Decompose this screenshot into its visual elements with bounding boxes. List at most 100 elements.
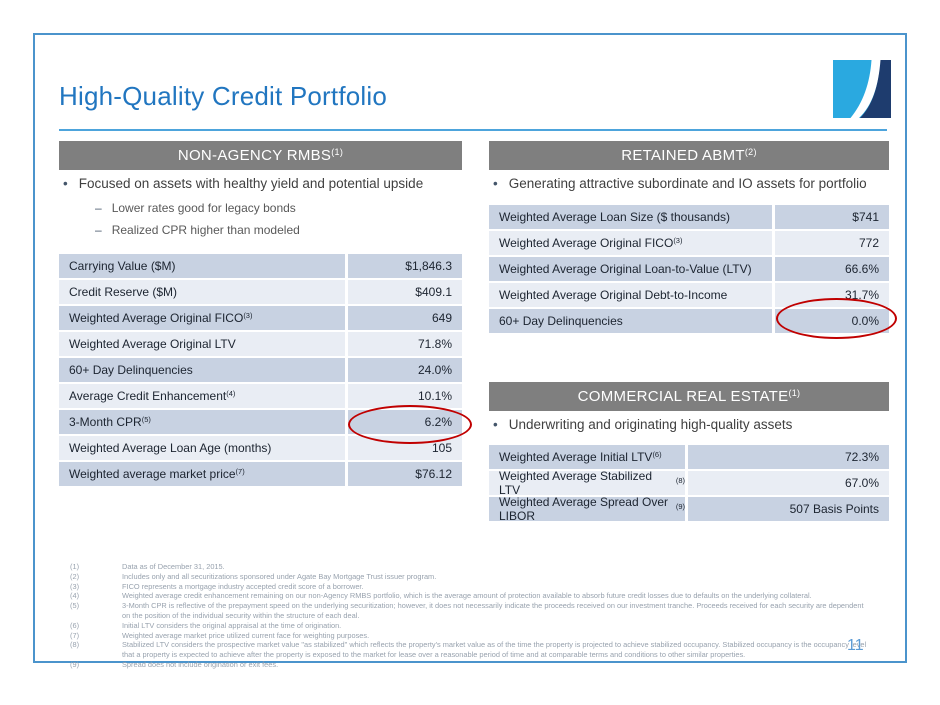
row-label: Weighted Average Original LTV <box>59 332 345 356</box>
row-label: Weighted Average Original Debt-to-Income <box>489 283 772 307</box>
table-row: Weighted Average Stabilized LTV (8) 67.0% <box>489 469 889 497</box>
row-value: 71.8% <box>348 332 462 356</box>
section-header-label: COMMERCIAL REAL ESTATE <box>577 388 789 405</box>
table-row: Weighted Average Loan Size ($ thousands)… <box>489 205 889 229</box>
section-header-commercial-real-estate: COMMERCIAL REAL ESTATE (1) <box>489 382 889 411</box>
footnote-text: Includes only and all securitizations sp… <box>122 571 437 581</box>
page-title: High-Quality Credit Portfolio <box>59 81 388 111</box>
footnote-number: (5) <box>70 601 80 611</box>
row-label: Weighted Average Stabilized LTV (8) <box>489 469 685 497</box>
metrics-table-commercial-real-estate: Weighted Average Initial LTV (6) 72.3% Wei… <box>489 445 889 523</box>
row-value: 105 <box>348 436 462 460</box>
row-label: Weighted Average Original Loan-to-Value … <box>489 257 772 281</box>
table-row: Weighted Average Original FICO (3) 649 <box>59 306 462 330</box>
row-value: 72.3% <box>688 445 889 469</box>
row-value: $1,846.3 <box>348 254 462 278</box>
row-value: 772 <box>775 231 889 255</box>
section-header-label: NON-AGENCY RMBS <box>177 147 332 164</box>
footnote-text: 3-Month CPR is reflective of the prepaym… <box>122 601 864 620</box>
footnote-number: (8) <box>70 640 80 650</box>
footnote-number: (2) <box>70 571 80 581</box>
row-label: Weighted Average Spread Over LIBOR (9) <box>489 495 685 523</box>
table-row: Carrying Value ($M) $1,846.3 <box>59 254 462 278</box>
bullet-non-agency: Focused on assets with healthy yield and… <box>63 176 423 191</box>
row-value: $409.1 <box>348 280 462 304</box>
metrics-table-retained-abmt: Weighted Average Loan Size ($ thousands)… <box>489 205 889 333</box>
footnote-text: Weighted average credit enhancement rema… <box>122 591 812 601</box>
table-row: 60+ Day Delinquencies 0.0% <box>489 309 889 333</box>
section-header-footnote-ref: (1) <box>788 387 801 398</box>
row-label: 60+ Day Delinquencies <box>59 358 345 382</box>
footnote-text: FICO represents a mortgage industry acce… <box>122 581 364 591</box>
footnote-number: (6) <box>70 620 80 630</box>
table-row: Weighted Average Original LTV 71.8% <box>59 332 462 356</box>
table-row: Credit Reserve ($M) $409.1 <box>59 280 462 304</box>
footnote-number: (9) <box>70 659 80 669</box>
row-value: 6.2% <box>348 410 462 434</box>
slide-frame: High-Quality Credit Portfolio NON-AGENCY… <box>33 33 907 669</box>
page-number: 11 <box>847 637 864 654</box>
footnote-item: (9) Spread does not include origination o… <box>70 660 870 670</box>
footnote-text: Stabilized LTV considers the prospective… <box>122 640 867 660</box>
row-value: 24.0% <box>348 358 462 382</box>
footnote-item: (1) Data as of December 31, 2015. <box>70 562 870 572</box>
row-label: Weighted Average Original FICO (3) <box>489 231 772 255</box>
row-value: 0.0% <box>775 309 889 333</box>
footnote-item: (4) Weighted average credit enhancement r… <box>70 591 870 601</box>
section-header-non-agency-rmbs: NON-AGENCY RMBS (1) <box>59 141 462 170</box>
footnote-item: (8) Stabilized LTV considers the prospect… <box>70 640 870 660</box>
table-row: Weighted Average Original FICO (3) 772 <box>489 231 889 255</box>
bullet-commercial-real-estate: Underwriting and originating high-qualit… <box>493 417 793 432</box>
table-row: Weighted Average Original Debt-to-Income… <box>489 283 889 307</box>
section-header-retained-abmt: RETAINED ABMT (2) <box>489 141 889 170</box>
table-row: 3-Month CPR (5) 6.2% <box>59 410 462 434</box>
row-value: 507 Basis Points <box>688 497 889 521</box>
row-label: Carrying Value ($M) <box>59 254 345 278</box>
row-label: Credit Reserve ($M) <box>59 280 345 304</box>
row-value: 10.1% <box>348 384 462 408</box>
sub-bullet-legacy-bonds: Lower rates good for legacy bonds <box>95 201 296 215</box>
footnote-text: Initial LTV considers the original appra… <box>122 620 342 630</box>
table-row: Average Credit Enhancement (4) 10.1% <box>59 384 462 408</box>
title-divider <box>59 129 887 131</box>
row-value: $741 <box>775 205 889 229</box>
row-label: 3-Month CPR (5) <box>59 410 345 434</box>
footnote-item: (5) 3-Month CPR is reflective of the prep… <box>70 601 870 621</box>
footnote-text: Spread does not include origination or e… <box>122 659 279 669</box>
footnote-item: (3) FICO represents a mortgage industry a… <box>70 582 870 592</box>
table-row: Weighted Average Original Loan-to-Value … <box>489 257 889 281</box>
metrics-table-non-agency: Carrying Value ($M) $1,846.3 Credit Reser… <box>59 254 462 486</box>
footnote-text: Data as of December 31, 2015. <box>122 562 225 571</box>
sub-bullet-realized-cpr: Realized CPR higher than modeled <box>95 223 300 237</box>
table-row: Weighted Average Spread Over LIBOR (9) 507… <box>489 495 889 523</box>
row-value: $76.12 <box>348 462 462 486</box>
table-row: Weighted Average Initial LTV (6) 72.3% <box>489 445 889 469</box>
footnote-item: (2) Includes only and all securitizations… <box>70 572 870 582</box>
footnote-item: (7) Weighted average market price utilize… <box>70 631 870 641</box>
row-label: 60+ Day Delinquencies <box>489 309 772 333</box>
row-label: Weighted Average Loan Age (months) <box>59 436 345 460</box>
table-row: Weighted Average Loan Age (months) 105 <box>59 436 462 460</box>
row-label: Weighted Average Loan Size ($ thousands) <box>489 205 772 229</box>
footnote-number: (4) <box>70 591 80 601</box>
row-label: Weighted Average Initial LTV (6) <box>489 445 685 469</box>
row-value: 67.0% <box>688 471 889 495</box>
row-label: Weighted average market price (7) <box>59 462 345 486</box>
footnote-number: (7) <box>70 630 80 640</box>
row-value: 66.6% <box>775 257 889 281</box>
section-header-footnote-ref: (2) <box>744 146 757 157</box>
table-row: 60+ Day Delinquencies 24.0% <box>59 358 462 382</box>
footnote-item: (6) Initial LTV considers the original ap… <box>70 621 870 631</box>
footnote-text: Weighted average market price utilized c… <box>122 630 370 640</box>
row-value: 649 <box>348 306 462 330</box>
row-value: 31.7% <box>775 283 889 307</box>
footnotes-list: (1) Data as of December 31, 2015. (2) Incl… <box>70 562 870 670</box>
footnote-number: (1) <box>70 562 80 571</box>
bullet-retained-abmt: Generating attractive subordinate and IO… <box>493 176 867 191</box>
section-header-label: RETAINED ABMT <box>621 147 745 164</box>
table-row: Weighted average market price (7) $76.12 <box>59 462 462 486</box>
footnote-number: (3) <box>70 581 80 591</box>
row-label: Average Credit Enhancement (4) <box>59 384 345 408</box>
row-label: Weighted Average Original FICO (3) <box>59 306 345 330</box>
company-logo-icon <box>833 60 891 118</box>
